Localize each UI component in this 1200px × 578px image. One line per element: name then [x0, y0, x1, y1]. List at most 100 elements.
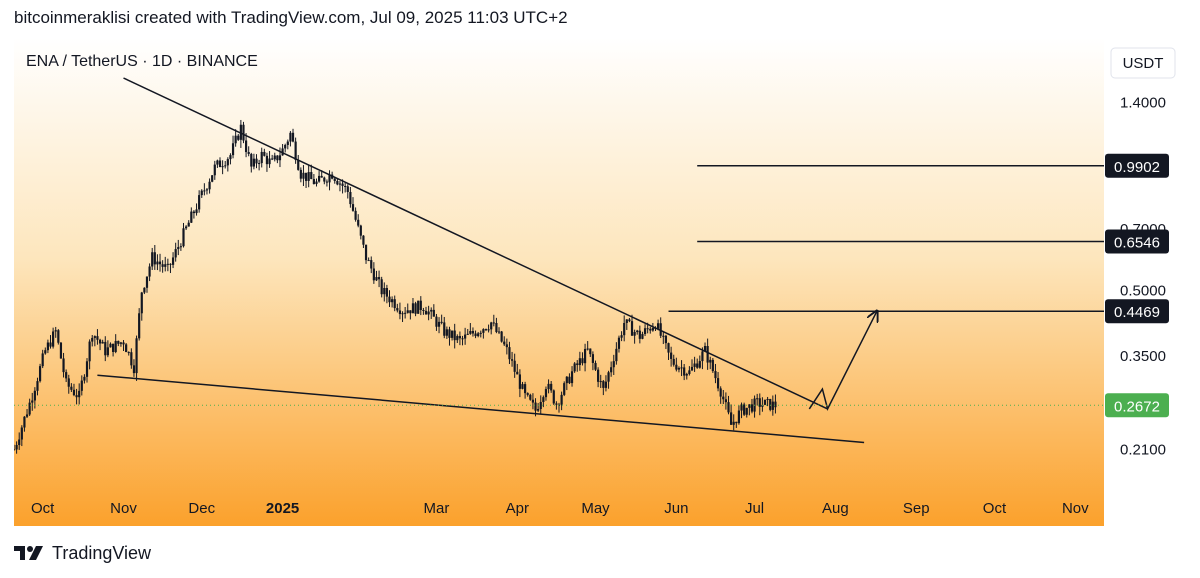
candle-body [756, 398, 759, 400]
time-axis: Oct Nov Dec 2025 Mar Apr May Jun Jul Aug Sep Oct Nov [31, 500, 1089, 517]
candle-body [323, 177, 326, 182]
candle-body [265, 155, 269, 165]
candle-body [430, 309, 433, 312]
candle-body [46, 342, 49, 351]
candle-body [469, 331, 472, 334]
candle-body [688, 370, 691, 374]
symbol-label: ENA / TetherUS · 1D · BINANCE [26, 53, 258, 70]
candle-body [297, 160, 300, 170]
candle-body [192, 211, 196, 214]
candle-body [244, 140, 248, 153]
candle-body [65, 372, 68, 379]
candle-body [213, 164, 216, 176]
candle-body [106, 347, 109, 356]
candle-body [96, 336, 99, 340]
candle-body [127, 352, 130, 354]
candle-body [351, 204, 355, 211]
candle-body [273, 155, 276, 160]
candle-body [450, 330, 454, 338]
candle-body [440, 321, 443, 323]
candle-body [372, 268, 375, 281]
candle-body [570, 371, 574, 384]
candle-body [550, 383, 553, 391]
candle-body [38, 366, 42, 382]
x-tick-label: Dec [188, 500, 215, 517]
candle-body [409, 310, 412, 314]
drawing-layer [14, 77, 1104, 444]
candle-body [145, 276, 149, 288]
candle-body [456, 336, 459, 341]
candle-body [174, 249, 177, 258]
currency-label-box[interactable]: USDT [1110, 47, 1176, 79]
candle-body [445, 329, 448, 336]
candle-body [237, 135, 240, 140]
candle-body [625, 319, 628, 323]
candle-body [289, 132, 292, 142]
level-price-label: 0.4469 [1114, 304, 1160, 321]
candle-body [531, 399, 535, 403]
y-tick-label: 0.2100 [1120, 441, 1166, 458]
candle-body [521, 384, 524, 389]
candle-body [143, 287, 146, 293]
candle-body [610, 367, 613, 373]
candle-body [349, 191, 352, 205]
candle-body [286, 141, 289, 145]
candle-body [161, 264, 164, 267]
candle-body [247, 152, 250, 154]
candle-body [320, 175, 323, 178]
last-price-badge [1105, 393, 1169, 418]
candle-body [516, 371, 519, 375]
footer: TradingView [14, 542, 151, 564]
x-tick-label: Apr [506, 500, 529, 517]
candle-body [672, 358, 675, 365]
candle-body [406, 310, 409, 313]
candle-body [716, 378, 720, 389]
candle-body [398, 310, 402, 315]
candle-body [49, 342, 52, 347]
candle-body [164, 264, 167, 267]
candle-body [508, 347, 511, 360]
candle-body [703, 346, 707, 352]
candle-body [190, 211, 193, 223]
candle-body [216, 160, 219, 165]
candle-body [268, 158, 271, 165]
footer-brand: TradingView [52, 542, 152, 563]
candle-body [677, 367, 681, 370]
x-tick-label: Nov [1062, 500, 1089, 517]
candle-body [357, 219, 360, 226]
candle-body [643, 328, 647, 335]
candle-body [36, 381, 39, 391]
candle-body [724, 399, 727, 403]
candle-body [771, 401, 774, 410]
candle-body [667, 343, 670, 353]
candle-body [278, 155, 282, 161]
candle-body [401, 313, 404, 315]
candle-body [208, 181, 211, 190]
candle-body [198, 195, 201, 210]
candle-body [633, 332, 636, 336]
candle-body [44, 350, 47, 354]
candle-body [171, 257, 175, 265]
candle-body [166, 263, 169, 265]
candle-body [448, 329, 451, 338]
candle-body [685, 373, 688, 376]
candle-body [346, 186, 349, 192]
candle-body [101, 341, 104, 344]
candle-body [414, 303, 417, 314]
candle-body [424, 310, 428, 315]
candle-body [495, 322, 498, 332]
candle-body [586, 348, 589, 350]
candle-body [555, 403, 558, 405]
candle-body [148, 266, 151, 277]
chart-panel[interactable]: Oct Nov Dec 2025 Mar Apr May Jun Jul Aug Sep Oct Nov… [12, 38, 1186, 526]
candle-body [552, 390, 555, 404]
candle-body [119, 342, 123, 344]
price-chart[interactable]: Oct Nov Dec 2025 Mar Apr May Jun Jul Aug Sep Oct Nov… [12, 38, 1186, 526]
candle-body [83, 376, 86, 381]
candle-body [12, 449, 16, 451]
candle-body [88, 341, 91, 362]
candle-body [156, 261, 159, 265]
candle-body [78, 390, 81, 398]
candle-body [766, 398, 769, 400]
candle-body [109, 343, 112, 348]
